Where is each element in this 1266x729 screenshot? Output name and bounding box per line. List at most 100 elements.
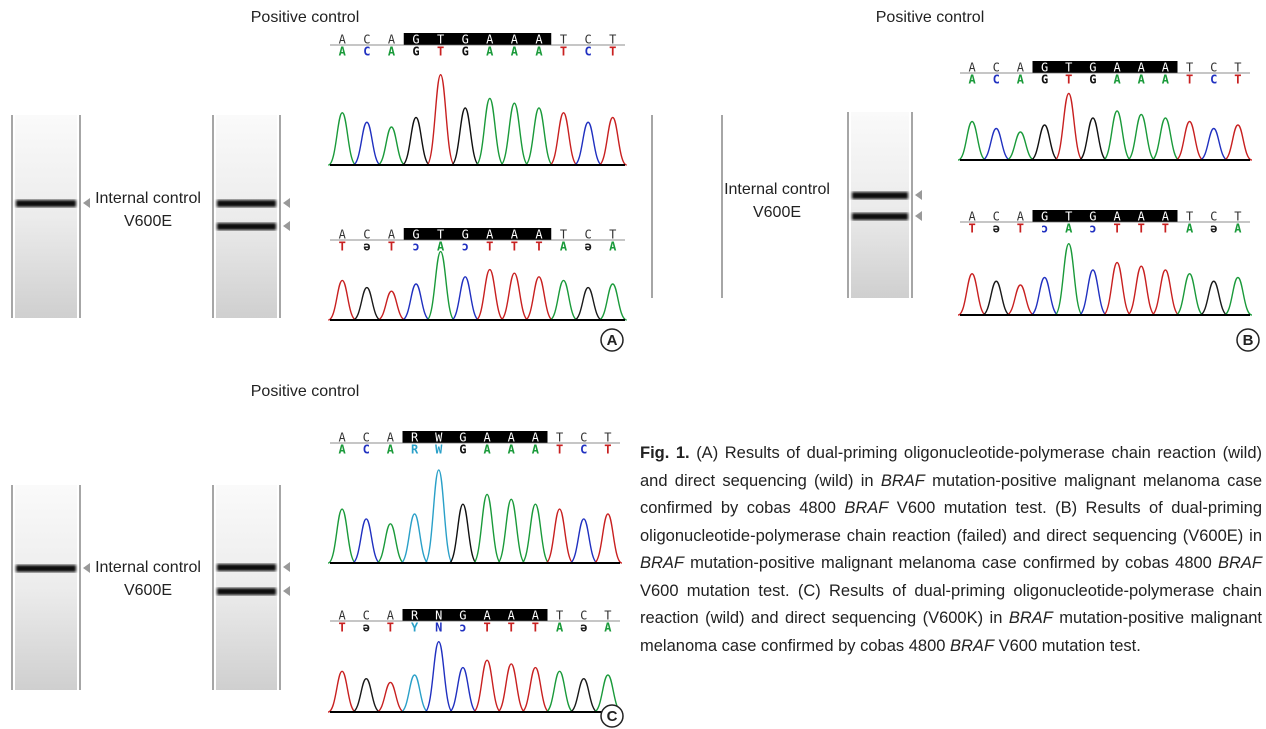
trace-peak: [376, 682, 404, 712]
trace-peak: [352, 679, 380, 712]
trace-peak: [497, 499, 525, 563]
called-base: T: [437, 45, 444, 59]
caption-label: Fig. 1.: [640, 444, 690, 462]
called-base: A: [1234, 222, 1242, 236]
trace-peak: [1006, 285, 1034, 315]
called-base: ɔ: [412, 240, 419, 254]
called-base: A: [1186, 222, 1194, 236]
trace-peak: [958, 122, 986, 161]
called-base: ə: [580, 621, 587, 635]
called-base: A: [486, 45, 494, 59]
trace-peak: [451, 108, 479, 165]
called-base: G: [1041, 73, 1048, 87]
called-base: T: [532, 621, 539, 635]
gene-name: BRAF: [881, 472, 925, 490]
trace-peak: [328, 280, 356, 320]
band-marker: [283, 562, 290, 572]
trace-peak: [1103, 263, 1131, 316]
trace-peak: [1031, 278, 1059, 316]
band-marker: [915, 190, 922, 200]
band-marker: [283, 221, 290, 231]
trace-peak: [1127, 115, 1155, 161]
called-base: A: [508, 443, 516, 457]
trace-peak: [1176, 122, 1204, 161]
called-base: T: [1162, 222, 1169, 236]
called-base: A: [1065, 222, 1073, 236]
gel-band: [217, 564, 276, 571]
called-base: A: [388, 45, 396, 59]
panel-label: C: [607, 708, 618, 725]
figure-caption: Fig. 1. (A) Results of dual-priming olig…: [640, 440, 1262, 660]
called-base: T: [483, 621, 490, 635]
gene-name: BRAF: [1009, 609, 1053, 627]
called-base: C: [363, 443, 370, 457]
called-base: G: [462, 45, 469, 59]
gel-lane: [15, 115, 77, 318]
gel-band: [217, 223, 276, 230]
trace-peak: [1224, 125, 1252, 160]
called-base: R: [411, 443, 419, 457]
trace-peak: [982, 129, 1010, 161]
gene-name: BRAF: [640, 554, 684, 572]
called-base: A: [532, 443, 540, 457]
gene-name: BRAF: [950, 637, 994, 655]
called-base: T: [1138, 222, 1145, 236]
page: Positive control Internal control V600E A C A…: [0, 0, 1266, 729]
trace-peak: [1055, 94, 1083, 161]
trace-peak: [427, 252, 455, 320]
positive-control-label: Positive control: [876, 9, 985, 26]
called-base: W: [435, 443, 443, 457]
trace-peak: [497, 664, 525, 712]
gel-band: [852, 213, 908, 220]
called-base: ɔ: [462, 240, 469, 254]
trace-peak: [521, 504, 549, 563]
band-marker: [83, 198, 90, 208]
called-base: A: [1017, 73, 1025, 87]
called-base: G: [459, 443, 466, 457]
trace-peak: [449, 668, 477, 712]
trace-peak: [982, 281, 1010, 315]
trace-peak: [500, 273, 528, 320]
trace-peak: [476, 99, 504, 166]
called-base: T: [511, 240, 518, 254]
called-base: T: [1186, 73, 1193, 87]
trace-peak: [451, 277, 479, 320]
called-base: A: [560, 240, 568, 254]
trace-peak: [1103, 111, 1131, 160]
called-base: A: [609, 240, 617, 254]
trace-peak: [599, 284, 627, 320]
trace-peak: [1200, 129, 1228, 161]
trace-peak: [1079, 270, 1107, 315]
gene-name: BRAF: [1218, 554, 1262, 572]
called-base: A: [511, 45, 519, 59]
trace-peak: [574, 122, 602, 165]
trace-peak: [402, 118, 430, 166]
trace-peak: [958, 274, 986, 315]
called-base: T: [556, 443, 563, 457]
called-base: C: [1210, 73, 1217, 87]
band-marker: [283, 586, 290, 596]
called-base: C: [585, 45, 592, 59]
trace-peak: [352, 519, 380, 563]
called-base: ɔ: [459, 621, 466, 635]
called-base: C: [363, 45, 370, 59]
trace-peak: [525, 108, 553, 165]
sequence-highlight: [404, 228, 552, 240]
trace-peak: [401, 675, 429, 712]
mutation-label: V600E: [124, 582, 172, 599]
called-base: T: [535, 240, 542, 254]
called-base: A: [556, 621, 564, 635]
internal-control-label: Internal control: [95, 559, 201, 576]
trace-peak: [1200, 281, 1228, 315]
internal-control-label: Internal control: [95, 190, 201, 207]
sequence-highlight: [1033, 210, 1178, 222]
trace-peak: [570, 679, 598, 712]
called-base: T: [560, 45, 567, 59]
trace-peak: [427, 75, 455, 165]
band-marker: [915, 211, 922, 221]
called-base: A: [339, 45, 347, 59]
called-base: Y: [411, 621, 419, 635]
called-base: A: [604, 621, 612, 635]
trace-peak: [594, 514, 622, 563]
called-base: ɔ: [1089, 222, 1096, 236]
